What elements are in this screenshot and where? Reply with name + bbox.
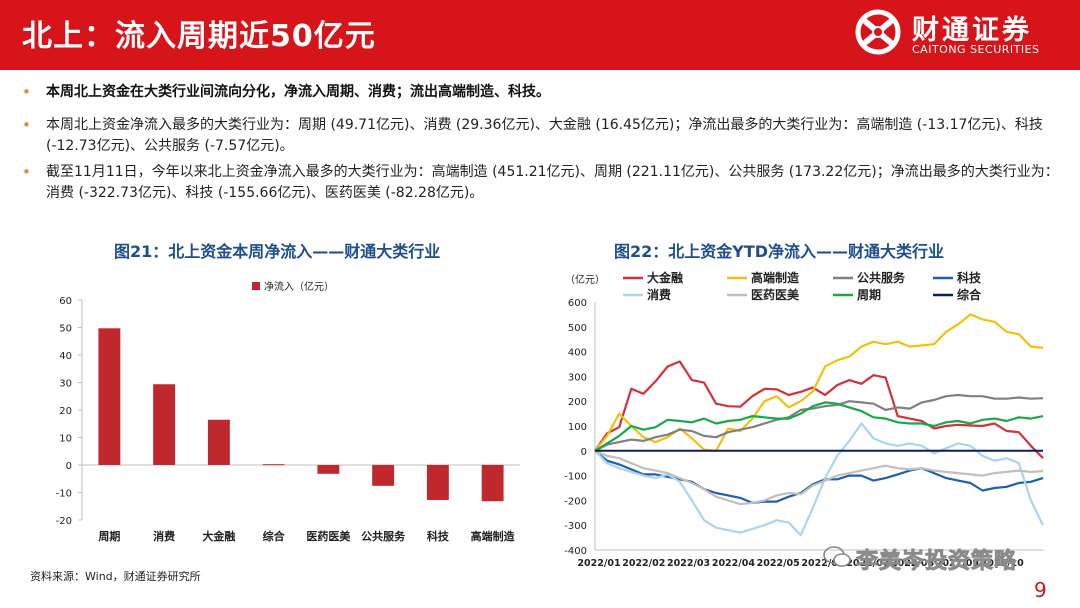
x-tick-label: 医药医美 bbox=[306, 529, 351, 543]
series-line-大金融 bbox=[594, 360, 1044, 459]
y-tick-label: 40 bbox=[59, 351, 72, 362]
bullet-dot-icon: • bbox=[22, 83, 31, 101]
page-title: 北上：流入周期近50亿元 bbox=[22, 19, 376, 54]
x-tick-label: 2022/07 bbox=[846, 558, 889, 569]
bar-公共服务 bbox=[372, 465, 395, 486]
y-axis-unit: （亿元） bbox=[565, 273, 605, 286]
y-tick-label: 600 bbox=[568, 298, 587, 309]
series-line-医药医美 bbox=[594, 449, 1044, 506]
series-line-周期 bbox=[594, 401, 1044, 452]
x-tick-label: 消费 bbox=[153, 529, 175, 543]
legend-label: 公共服务 bbox=[857, 270, 906, 285]
bullet-text: 本周北上资金净流入最多的大类行业为：周期 (49.71亿元)、消费 (29.36… bbox=[46, 117, 1043, 154]
bar-高端制造 bbox=[481, 465, 504, 502]
y-tick-label: 0 bbox=[581, 447, 587, 458]
y-tick-label: 60 bbox=[59, 296, 72, 307]
y-tick-label: -400 bbox=[564, 546, 587, 557]
series-line-公共服务 bbox=[594, 393, 1044, 452]
page-number: 9 bbox=[1034, 578, 1047, 602]
x-tick-label: 2022/05 bbox=[757, 558, 800, 569]
bar-医药医美 bbox=[317, 465, 340, 474]
bullet-dot-icon: • bbox=[22, 163, 31, 181]
y-tick-label: 300 bbox=[568, 372, 587, 383]
series-line-高端制造 bbox=[594, 313, 1044, 452]
bar-综合 bbox=[262, 464, 285, 466]
x-tick-label: 2022/03 bbox=[667, 558, 710, 569]
x-tick-label: 科技 bbox=[427, 529, 450, 543]
legend-swatch bbox=[252, 282, 260, 290]
series-line-消费 bbox=[594, 422, 1044, 537]
bullet-weekly: • 本周北上资金净流入最多的大类行业为：周期 (49.71亿元)、消费 (29.… bbox=[22, 115, 1062, 157]
y-tick-label: 50 bbox=[59, 324, 72, 335]
watermark: 李美岑投资策略 bbox=[822, 541, 1052, 581]
legend-label: 医药医美 bbox=[751, 287, 800, 302]
legend-label: 消费 bbox=[647, 287, 671, 302]
y-tick-label: -300 bbox=[564, 521, 587, 532]
bullet-text: 截至11月11日，今年以来北上资金净流入最多的大类行业为：高端制造 (451.2… bbox=[46, 164, 1059, 201]
x-tick-label: 2022/10 bbox=[981, 558, 1025, 569]
y-tick-label: 10 bbox=[59, 434, 72, 445]
x-tick-label: 2022/09 bbox=[936, 558, 979, 569]
legend-label: 综合 bbox=[957, 287, 982, 302]
x-tick-label: 大金融 bbox=[202, 529, 235, 543]
y-tick-label: 500 bbox=[568, 323, 587, 334]
y-tick-label: 200 bbox=[568, 397, 587, 408]
bar-消费 bbox=[153, 384, 176, 465]
series-line-科技 bbox=[594, 449, 1044, 504]
weekly-flow-bar-chart: -20 -10 0 10 20 30 40 50 60 周期 消费 大金融 综合 医药医美 公共服务 科技 高端… bbox=[56, 280, 520, 543]
x-tick-label: 公共服务 bbox=[361, 529, 406, 543]
legend-label: 大金融 bbox=[647, 270, 683, 285]
bullet-ytd: • 截至11月11日，今年以来北上资金净流入最多的大类行业为：高端制造 (451… bbox=[22, 162, 1062, 204]
y-tick-label: 100 bbox=[568, 422, 587, 433]
brand-logo: 财通证券 CAITONG SECURITIES bbox=[852, 6, 1052, 62]
brand-name-cn: 财通证券 bbox=[912, 15, 1032, 46]
wechat-icon bbox=[823, 546, 851, 567]
x-tick-label: 2022/08 bbox=[891, 558, 935, 569]
bar-周期 bbox=[98, 328, 121, 465]
bullet-dot-icon: • bbox=[22, 116, 31, 134]
x-tick-label: 2022/02 bbox=[622, 558, 665, 569]
x-tick-label: 2022/01 bbox=[577, 558, 620, 569]
x-tick-label: 综合 bbox=[263, 529, 286, 543]
legend-label: 周期 bbox=[857, 287, 881, 302]
bullet-text: 本周北上资金在大类行业间流向分化，净流入周期、消费；流出高端制造、科技。 bbox=[46, 84, 550, 100]
y-tick-label: -100 bbox=[564, 472, 587, 483]
legend-label: 净流入（亿元） bbox=[264, 280, 334, 293]
y-tick-label: 400 bbox=[568, 348, 587, 359]
legend-label: 高端制造 bbox=[751, 270, 800, 285]
x-tick-label: 高端制造 bbox=[471, 529, 516, 543]
bar-大金融 bbox=[207, 419, 230, 465]
y-tick-label: -20 bbox=[56, 516, 72, 527]
x-tick-label: 2022/06 bbox=[801, 558, 845, 569]
x-tick-label: 2022/04 bbox=[712, 558, 756, 569]
legend-label: 科技 bbox=[957, 270, 982, 285]
x-tick-label: 周期 bbox=[98, 529, 120, 543]
y-tick-label: -10 bbox=[56, 489, 72, 500]
header-bar: 北上：流入周期近50亿元 财通证券 CAITONG SECURITIES bbox=[0, 0, 1080, 70]
brand-name-en: CAITONG SECURITIES bbox=[912, 43, 1040, 56]
bar-科技 bbox=[426, 465, 449, 501]
y-tick-label: 0 bbox=[66, 461, 72, 472]
bullet-summary: • 本周北上资金在大类行业间流向分化，净流入周期、消费；流出高端制造、科技。 bbox=[22, 82, 1062, 103]
chart1-title: 图21：北上资金本周净流入——财通大类行业 bbox=[114, 242, 441, 261]
watermark-text: 李美岑投资策略 bbox=[856, 549, 1018, 575]
chart2-title: 图22：北上资金YTD净流入——财通大类行业 bbox=[614, 242, 945, 261]
y-tick-label: 30 bbox=[59, 379, 72, 390]
source-note: 资料来源：Wind，财通证券研究所 bbox=[30, 570, 201, 583]
ytd-flow-line-chart: （亿元） -400 -300 -200 -100 0 100 200 300 400 500 600 2… bbox=[564, 270, 1044, 569]
y-tick-label: 20 bbox=[59, 406, 72, 417]
y-tick-label: -200 bbox=[564, 496, 587, 507]
caitong-logo-icon bbox=[855, 9, 901, 55]
